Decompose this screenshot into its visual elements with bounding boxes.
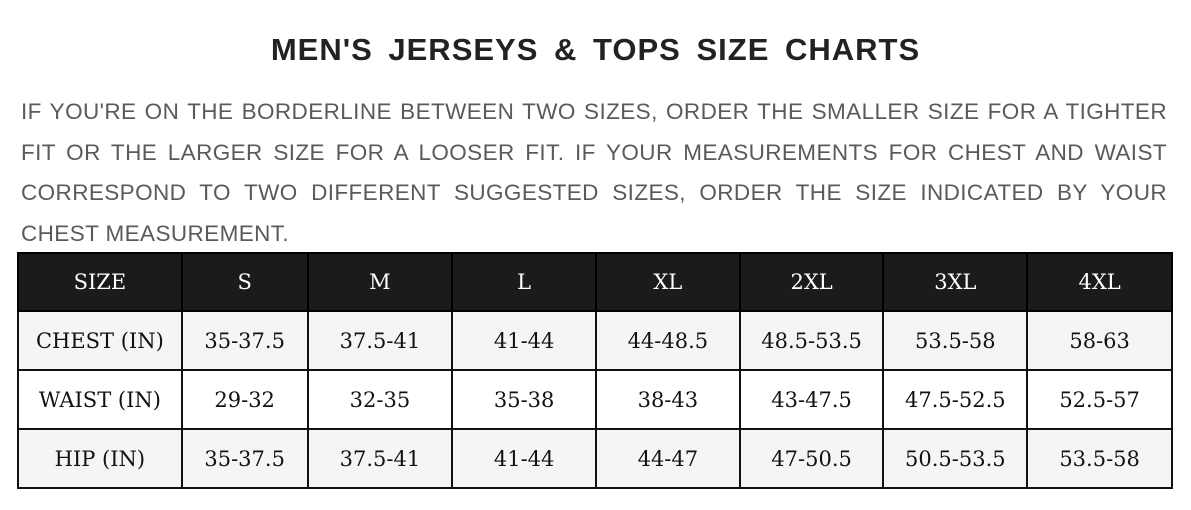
column-header: XL	[594, 252, 741, 312]
row-label: HIP (IN)	[17, 428, 183, 489]
table-cell: 48.5-53.5	[738, 310, 885, 371]
column-header: M	[306, 252, 454, 312]
table-cell: 47.5-52.5	[882, 369, 1029, 430]
table-cell: 29-32	[180, 369, 309, 430]
column-header: 3XL	[882, 252, 1029, 312]
size-chart-table: SIZE S M L XL 2XL 3XL 4XL CHEST (IN) 35-37.5 37.5…	[17, 252, 1173, 489]
table-cell: 37.5-41	[306, 428, 454, 489]
row-label: WAIST (IN)	[17, 369, 183, 430]
column-header: L	[451, 252, 597, 312]
table-cell: 41-44	[451, 428, 597, 489]
table-cell: 38-43	[594, 369, 741, 430]
table-row: CHEST (IN) 35-37.5 37.5-41 41-44 44-48.5 48.5…	[17, 310, 1173, 371]
column-header: S	[180, 252, 309, 312]
table-row: WAIST (IN) 29-32 32-35 35-38 38-43 43-47.5 47.…	[17, 369, 1173, 430]
table-cell: 41-44	[451, 310, 597, 371]
table-cell: 47-50.5	[738, 428, 885, 489]
table-cell: 44-47	[594, 428, 741, 489]
table-cell: 35-37.5	[180, 310, 309, 371]
table-cell: 53.5-58	[882, 310, 1029, 371]
row-label: CHEST (IN)	[17, 310, 183, 371]
table-row: HIP (IN) 35-37.5 37.5-41 41-44 44-47 47-50.5 5…	[17, 428, 1173, 489]
column-header: 2XL	[738, 252, 885, 312]
table-cell: 32-35	[306, 369, 454, 430]
column-header: 4XL	[1026, 252, 1173, 312]
table-cell: 37.5-41	[306, 310, 454, 371]
header-row: SIZE S M L XL 2XL 3XL 4XL	[17, 252, 1173, 312]
column-header: SIZE	[17, 252, 183, 312]
table-cell: 53.5-58	[1026, 428, 1173, 489]
page-title: MEN'S JERSEYS & TOPS SIZE CHARTS	[270, 32, 921, 67]
table-cell: 35-37.5	[180, 428, 309, 489]
table-cell: 50.5-53.5	[882, 428, 1029, 489]
table-cell: 43-47.5	[738, 369, 885, 430]
table-cell: 35-38	[451, 369, 597, 430]
table-cell: 52.5-57	[1026, 369, 1173, 430]
table-cell: 58-63	[1026, 310, 1173, 371]
sizing-note: IF YOU'RE ON THE BORDERLINE BETWEEN TWO …	[21, 99, 1167, 246]
table-cell: 44-48.5	[594, 310, 741, 371]
